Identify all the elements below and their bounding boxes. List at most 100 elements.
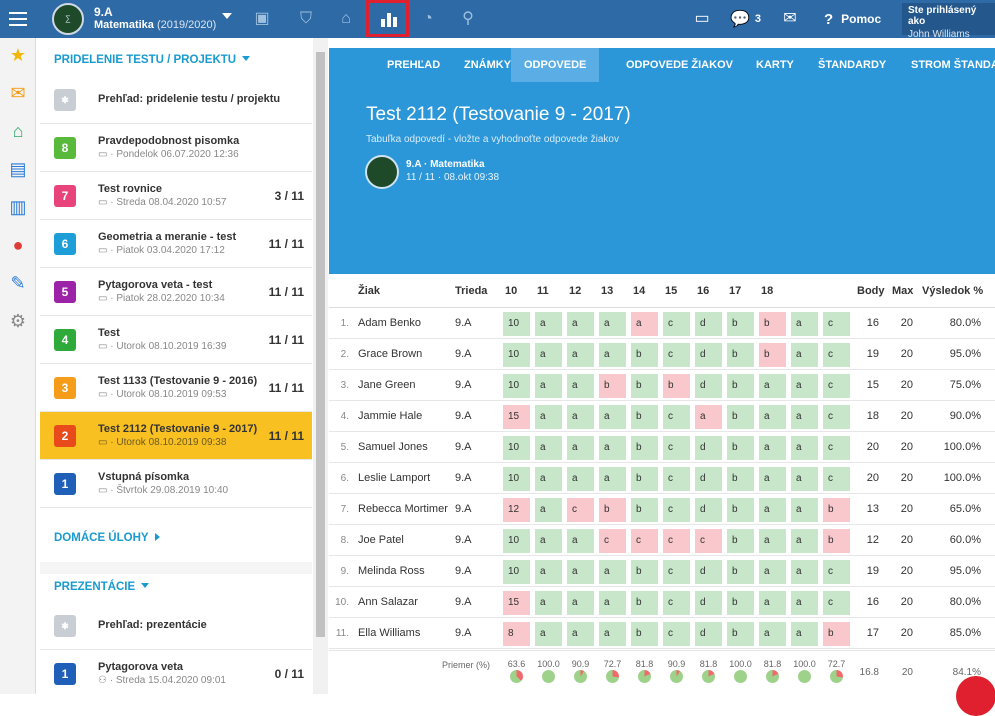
screen-share-icon[interactable]: ▭ [694,10,710,27]
tab-1[interactable]: ZNÁMKY [464,59,512,71]
col-question[interactable]: 12 [569,285,582,297]
col-class[interactable]: Trieda [455,285,488,297]
answer-cell[interactable]: a [567,374,594,398]
answer-cell[interactable]: 15 [503,405,530,429]
answer-cell[interactable]: b [631,622,658,646]
tab-6[interactable]: STROM ŠTANDARDOV [911,59,995,71]
answer-cell[interactable]: b [759,343,786,367]
answer-cell[interactable]: b [727,436,754,460]
col-question[interactable]: 11 [537,285,549,297]
subject-name[interactable]: Matematika (2019/2020) [94,19,217,31]
answer-cell[interactable]: a [759,498,786,522]
answer-cell[interactable]: a [535,529,562,553]
answer-cell[interactable]: a [631,312,658,336]
panel-scrollbar[interactable] [313,38,328,694]
test-item[interactable]: 2 Test 2112 (Testovanie 9 - 2017) ▭ · Utor… [40,412,312,460]
tab-3[interactable]: ODPOVEDE ŽIAKOV [626,59,733,71]
chat-launcher-button[interactable] [956,676,995,716]
answer-cell[interactable]: a [599,343,626,367]
answer-cell[interactable]: b [631,591,658,615]
answer-cell[interactable]: c [663,343,690,367]
answer-cell[interactable]: a [759,436,786,460]
answer-cell[interactable]: c [823,591,850,615]
answer-cell[interactable]: 10 [503,343,530,367]
statistics-tab[interactable] [366,0,409,37]
answer-cell[interactable]: a [759,529,786,553]
answer-cell[interactable]: c [663,312,690,336]
section-presentations-header[interactable]: PREZENTÁCIE [54,581,150,593]
answer-cell[interactable]: a [599,312,626,336]
answer-cell[interactable]: b [727,498,754,522]
answer-cell[interactable]: a [567,312,594,336]
answer-cell[interactable]: 10 [503,312,530,336]
student-name[interactable]: Grace Brown [358,348,423,360]
answer-cell[interactable]: 15 [503,591,530,615]
answer-cell[interactable]: a [535,498,562,522]
answer-cell[interactable]: 10 [503,374,530,398]
answer-cell[interactable]: 8 [503,622,530,646]
answer-cell[interactable]: c [631,529,658,553]
answer-cell[interactable]: a [535,374,562,398]
answer-cell[interactable]: a [535,560,562,584]
test-item[interactable]: 3 Test 1133 (Testovanie 9 - 2016) ▭ · Utor… [40,364,312,412]
answer-cell[interactable]: b [727,374,754,398]
col-question[interactable]: 14 [633,285,646,297]
briefcase-icon[interactable]: ▣ [254,10,270,27]
answer-cell[interactable]: a [791,591,818,615]
answer-cell[interactable]: c [823,560,850,584]
answer-cell[interactable]: c [823,405,850,429]
tab-2[interactable]: ODPOVEDE [511,48,600,82]
answer-cell[interactable]: b [727,405,754,429]
student-name[interactable]: Jammie Hale [358,410,423,422]
answer-cell[interactable]: c [823,312,850,336]
section-homework-header[interactable]: DOMÁCE ÚLOHY [54,532,160,544]
tab-4[interactable]: KARTY [756,59,794,71]
answer-cell[interactable]: d [695,374,722,398]
answer-cell[interactable]: a [567,622,594,646]
col-question[interactable]: 18 [761,285,774,297]
student-name[interactable]: Melinda Ross [358,565,425,577]
answer-cell[interactable]: b [727,467,754,491]
answer-cell[interactable]: a [535,405,562,429]
gear-icon[interactable]: ⚙ [9,311,27,331]
answer-cell[interactable]: a [599,591,626,615]
answer-cell[interactable]: a [567,591,594,615]
answer-cell[interactable]: a [759,405,786,429]
answer-cell[interactable]: b [727,312,754,336]
overview-presentations-item[interactable]: ✱ Prehľad: prezentácie [40,602,312,650]
tab-0[interactable]: PREHĽAD [387,59,441,71]
answer-cell[interactable]: c [663,591,690,615]
col-student[interactable]: Žiak [358,285,381,297]
answer-cell[interactable]: a [535,343,562,367]
scrollbar-thumb[interactable] [316,52,325,637]
answer-cell[interactable]: c [663,436,690,460]
col-result[interactable]: Výsledok % [922,285,984,297]
col-question[interactable]: 15 [665,285,678,297]
answer-cell[interactable]: c [663,560,690,584]
answer-cell[interactable]: b [631,436,658,460]
student-name[interactable]: Leslie Lamport [358,472,431,484]
answer-cell[interactable]: c [599,529,626,553]
answer-cell[interactable]: b [727,529,754,553]
answer-cell[interactable]: a [759,374,786,398]
answer-cell[interactable]: a [791,560,818,584]
answer-cell[interactable]: a [759,467,786,491]
overview-tests-item[interactable]: ✱ Prehľad: pridelenie testu / projektu [40,76,312,124]
gauge-icon[interactable]: ◔ [423,10,433,27]
tab-5[interactable]: ŠTANDARDY [818,59,887,71]
test-item[interactable]: 5 Pytagorova veta - test ▭ · Piatok 28.02.… [40,268,312,316]
class-avatar[interactable]: ∑ [52,3,84,35]
col-question[interactable]: 17 [729,285,742,297]
answer-cell[interactable]: a [599,560,626,584]
class-name[interactable]: 9.A [94,5,113,19]
student-name[interactable]: Rebecca Mortimer [358,503,448,515]
answer-cell[interactable]: b [727,591,754,615]
student-name[interactable]: Joe Patel [358,534,404,546]
answer-cell[interactable]: a [695,405,722,429]
answer-cell[interactable]: c [663,467,690,491]
answer-cell[interactable]: b [727,622,754,646]
answer-cell[interactable]: b [727,560,754,584]
answer-cell[interactable]: b [663,374,690,398]
answer-cell[interactable]: d [695,560,722,584]
student-name[interactable]: Samuel Jones [358,441,428,453]
